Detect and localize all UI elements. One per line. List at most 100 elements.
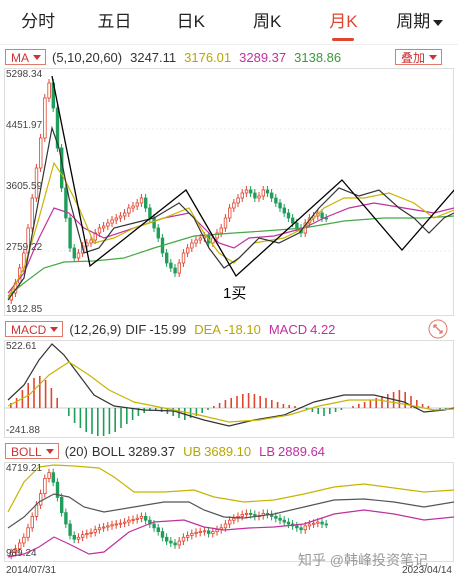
candle-body [139, 516, 144, 519]
candlesticks [9, 79, 328, 304]
candle-body [97, 227, 102, 234]
candle-body [127, 207, 131, 214]
boll-lower-band [7, 509, 454, 558]
candle-body [248, 512, 253, 515]
tab-period-dropdown[interactable]: 周期 [382, 0, 458, 44]
macd-bar [114, 408, 116, 432]
candle-body [135, 517, 139, 520]
candle-body [102, 526, 106, 529]
candle-body [39, 137, 43, 169]
candle-body [282, 519, 286, 523]
candle-body [93, 529, 97, 533]
candle-body [244, 189, 249, 194]
candle-body [202, 530, 207, 533]
macd-bar [369, 400, 372, 408]
candle-body [324, 523, 328, 526]
macd-bar [155, 408, 157, 410]
candle-body [274, 516, 278, 519]
candle-body [278, 517, 282, 521]
overlay-button[interactable]: 叠加 [394, 49, 442, 65]
candle-body [269, 192, 274, 199]
tab-intraday[interactable]: 分时 [21, 12, 56, 31]
candle-body [303, 525, 307, 531]
ma-selector[interactable]: MA [5, 49, 46, 65]
candle-body [248, 189, 253, 194]
candle-body [13, 548, 18, 553]
candle-body [244, 512, 249, 515]
candle-body [316, 521, 320, 524]
ma20-line [7, 202, 454, 294]
macd-bar [276, 402, 279, 408]
main-axis-top: 5298.34 [6, 69, 43, 80]
candle-body [223, 523, 228, 529]
tab-five-day[interactable]: 五日 [97, 12, 132, 31]
candle-body [143, 197, 148, 209]
macd-bar [323, 408, 325, 416]
macd-bar [381, 396, 383, 408]
watermark: 知乎 @韩峰投资笔记 [297, 552, 428, 568]
candle-body [215, 232, 219, 239]
macd-bar [311, 408, 314, 412]
candle-body [55, 481, 60, 498]
macd-bar [207, 408, 209, 410]
candle-body [152, 217, 156, 229]
tab-period-label: 周期 [396, 12, 431, 31]
candle-body [211, 531, 215, 534]
macd-bar [44, 380, 47, 408]
ma10-value: 3176.01 [184, 49, 232, 65]
tab-weekly-k[interactable]: 周K [252, 12, 282, 31]
candle-body [97, 527, 102, 531]
macd-bar [247, 393, 250, 408]
macd-bar [329, 408, 331, 414]
candle-body [34, 167, 39, 199]
candle-body [17, 542, 22, 550]
macd-bar [253, 394, 256, 408]
macd-bar [294, 406, 296, 408]
candle-body [118, 215, 123, 219]
candle-body [307, 523, 312, 527]
candle-body [211, 237, 215, 244]
candle-body [286, 212, 291, 219]
candle-body [55, 107, 60, 149]
tab-monthly-k[interactable]: 月K [305, 0, 381, 44]
boll-chart [4, 462, 454, 562]
macd-bar [334, 408, 337, 412]
candle-body [215, 529, 219, 532]
boll-mid-band [7, 493, 454, 529]
ma-indicator-bar: MA (5,10,20,60) 3247.11 3176.01 3289.37 … [0, 47, 458, 67]
boll-selector-label: BOLL [11, 445, 42, 459]
candle-body [286, 521, 291, 525]
macd-params: (12,26,9) [69, 321, 122, 337]
candle-body [30, 516, 34, 529]
boll-indicator-bar: BOLL (20) BOLL 3289.37 UB 3689.10 LB 288… [0, 441, 458, 461]
candle-body [253, 192, 257, 199]
boll-label: BOLL [91, 443, 126, 459]
candle-body [110, 219, 114, 224]
candle-body [89, 531, 93, 534]
macd-bar [15, 398, 18, 408]
candle-body [106, 222, 110, 227]
tab-daily-k[interactable]: 日K [176, 12, 205, 31]
candle-body [22, 536, 26, 544]
macd-bar [195, 408, 198, 416]
macd-bar [230, 398, 232, 408]
macd-label: MACD [268, 321, 308, 337]
macd-axis-bottom: -241.88 [6, 425, 40, 436]
expand-icon[interactable] [428, 319, 448, 339]
date-start: 2014/07/31 [6, 565, 57, 576]
candle-body [123, 521, 127, 524]
caret-down-icon [433, 19, 444, 26]
macd-bar [39, 376, 41, 408]
boll-selector[interactable]: BOLL [5, 443, 59, 459]
ma60-line [7, 215, 454, 297]
macd-bar [201, 408, 203, 413]
boll-candlesticks [9, 468, 328, 560]
macd-bar [265, 398, 267, 408]
dropdown-triangle-icon [50, 327, 59, 332]
macd-selector[interactable]: MACD [5, 321, 64, 337]
main-axis-l3: 3605.59 [6, 181, 43, 192]
macd-bar [172, 408, 174, 416]
candle-body [110, 524, 114, 527]
macd-bar [218, 403, 221, 408]
macd-bar [363, 402, 366, 408]
